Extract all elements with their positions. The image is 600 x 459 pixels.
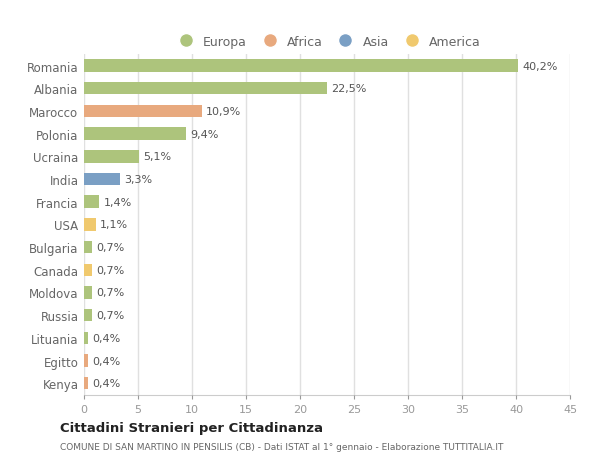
Legend: Europa, Africa, Asia, America: Europa, Africa, Asia, America <box>168 31 486 54</box>
Text: 1,1%: 1,1% <box>100 220 128 230</box>
Bar <box>84 241 92 254</box>
Bar <box>84 218 96 231</box>
Text: 0,7%: 0,7% <box>96 265 124 275</box>
Text: 22,5%: 22,5% <box>331 84 367 94</box>
Bar <box>84 83 327 95</box>
Text: 9,4%: 9,4% <box>190 129 218 140</box>
Bar <box>84 174 119 186</box>
Bar <box>84 264 92 276</box>
Bar <box>84 60 518 73</box>
Text: 0,4%: 0,4% <box>92 333 121 343</box>
Bar <box>84 196 99 208</box>
Bar <box>84 128 185 140</box>
Bar <box>84 106 202 118</box>
Text: 3,3%: 3,3% <box>124 174 152 185</box>
Text: 0,7%: 0,7% <box>96 242 124 252</box>
Text: 10,9%: 10,9% <box>206 106 241 117</box>
Text: 40,2%: 40,2% <box>523 62 558 72</box>
Bar <box>84 354 88 367</box>
Bar <box>84 151 139 163</box>
Text: COMUNE DI SAN MARTINO IN PENSILIS (CB) - Dati ISTAT al 1° gennaio - Elaborazione: COMUNE DI SAN MARTINO IN PENSILIS (CB) -… <box>60 442 503 451</box>
Bar <box>84 332 88 344</box>
Text: 5,1%: 5,1% <box>143 152 172 162</box>
Text: Cittadini Stranieri per Cittadinanza: Cittadini Stranieri per Cittadinanza <box>60 421 323 434</box>
Text: 1,4%: 1,4% <box>103 197 131 207</box>
Text: 0,7%: 0,7% <box>96 288 124 298</box>
Text: 0,4%: 0,4% <box>92 356 121 366</box>
Bar <box>84 309 92 322</box>
Bar <box>84 377 88 390</box>
Text: 0,4%: 0,4% <box>92 378 121 388</box>
Bar <box>84 286 92 299</box>
Text: 0,7%: 0,7% <box>96 310 124 320</box>
